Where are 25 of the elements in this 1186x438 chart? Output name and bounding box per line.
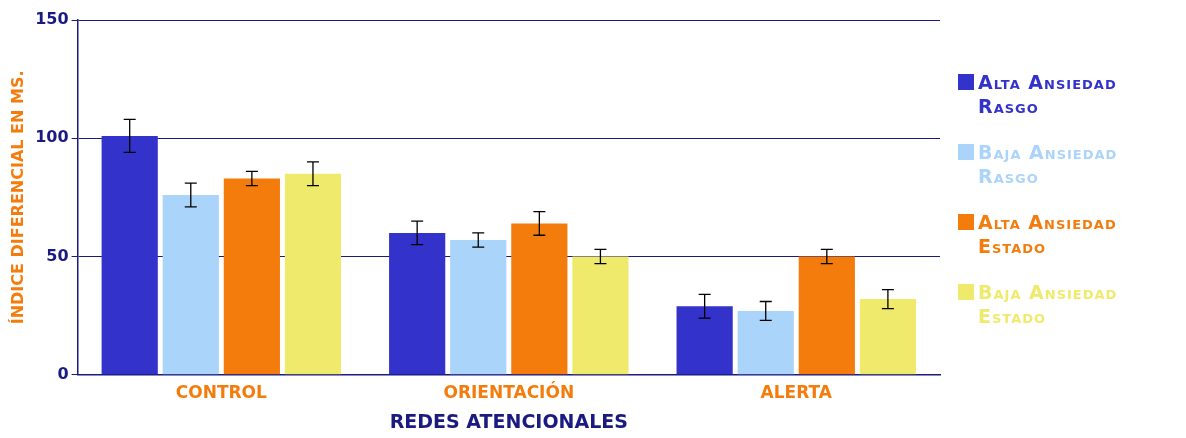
bar (859, 299, 916, 375)
bar (162, 195, 219, 375)
y-tick-label: 0 (57, 363, 69, 383)
y-tick-label: 50 (46, 245, 69, 265)
bar (223, 178, 280, 375)
legend-label: Baja Ansiedad Estado (978, 280, 1119, 328)
bar (450, 239, 507, 375)
legend-label: Baja Ansiedad Rasgo (978, 140, 1119, 188)
bar (284, 173, 342, 375)
legend-label: Alta Ansiedad Rasgo (978, 70, 1118, 118)
bar (101, 135, 158, 375)
bar (572, 256, 629, 375)
bar (798, 256, 855, 375)
x-axis-title: REDES ATENCIONALES (389, 409, 628, 432)
bar (737, 310, 794, 375)
y-tick-label: 150 (35, 9, 69, 29)
bar (676, 306, 733, 375)
legend-label: Alta Ansiedad Estado (978, 210, 1118, 258)
bar (389, 232, 446, 375)
y-tick-label: 100 (35, 127, 69, 147)
x-tick-label: ALERTA (760, 382, 833, 403)
x-tick-label: CONTROL (175, 382, 268, 403)
y-axis-title: ÍNDICE DIFERENCIAL EN MS. (7, 70, 27, 325)
x-tick-label: ORIENTACIÓN (443, 381, 575, 403)
bar (511, 223, 568, 375)
